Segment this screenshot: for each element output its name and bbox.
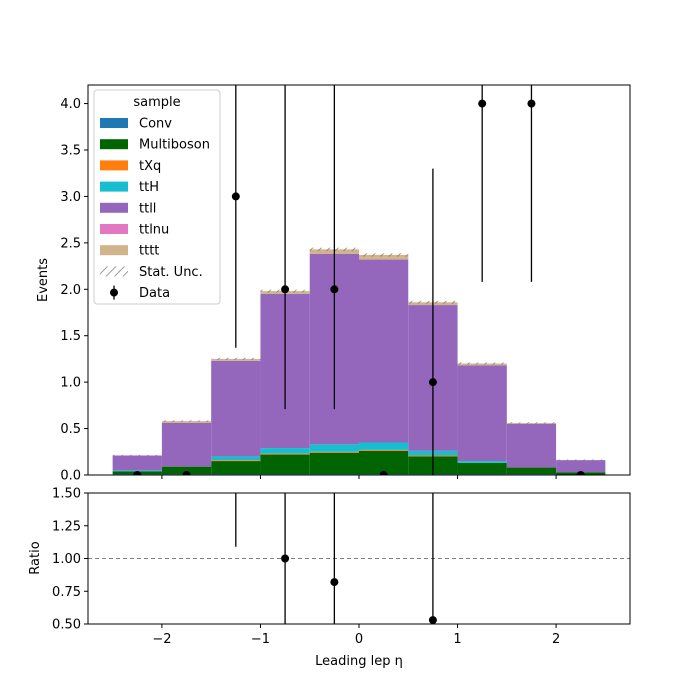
bar-ttll-bin-7 bbox=[457, 365, 507, 462]
data-point-8 bbox=[527, 99, 536, 108]
main-y-tick-label-6: 3.0 bbox=[60, 190, 81, 205]
main-x-axis-ticks bbox=[161, 475, 557, 479]
ratio-x-tick-label-0: −2 bbox=[152, 632, 171, 647]
ratio-points bbox=[235, 493, 437, 624]
ratio-point-6 bbox=[428, 616, 437, 624]
stat-unc-bin-8 bbox=[506, 422, 557, 424]
data-point-0 bbox=[133, 471, 142, 475]
legend-swatch-tth bbox=[100, 181, 128, 192]
bar-multiboson-bin-2 bbox=[211, 461, 261, 475]
legend-label-txq: tXq bbox=[139, 159, 161, 174]
legend-entries: Conv Multiboson tXq ttH ttll ttlnu tttt Stat. U… bbox=[100, 117, 210, 301]
bar-txq-bin-4 bbox=[309, 451, 359, 453]
legend-label-ttlnu: ttlnu bbox=[139, 223, 169, 238]
bar-ttll-bin-5 bbox=[359, 259, 409, 443]
legend-swatch-tttt bbox=[100, 245, 128, 256]
main-y-tick-label-1: 0.5 bbox=[60, 422, 81, 437]
ratio-y-tick-label-0: 0.50 bbox=[52, 618, 81, 633]
bar-multiboson-bin-8 bbox=[506, 467, 557, 475]
bar-txq-bin-3 bbox=[260, 453, 310, 455]
legend-swatch-multiboson bbox=[100, 139, 128, 150]
ratio-x-tick-label-3: 1 bbox=[453, 632, 461, 647]
data-point-1 bbox=[182, 471, 191, 475]
legend-label-multiboson: Multiboson bbox=[139, 138, 210, 153]
main-plot-panel: 0.0 0.5 1.0 1.5 2.0 2.5 3.0 3.5 4.0 Events sampl… bbox=[36, 84, 631, 484]
legend-title: sample bbox=[133, 95, 180, 110]
bar-multiboson-bin-7 bbox=[457, 462, 507, 475]
bar-tth-bin-2 bbox=[211, 456, 261, 461]
main-y-tick-label-0: 0.0 bbox=[60, 469, 81, 484]
main-y-tick-label-7: 3.5 bbox=[60, 144, 81, 159]
legend-label-stat-unc-: Stat. Unc. bbox=[139, 265, 203, 280]
legend-label-ttll: ttll bbox=[139, 201, 156, 216]
bar-multiboson-bin-3 bbox=[260, 454, 310, 475]
x-axis-label: Leading lep η bbox=[315, 654, 403, 669]
data-points bbox=[133, 85, 585, 475]
data-point-9 bbox=[576, 471, 585, 475]
ratio-x-axis: −2 −1 0 1 2 bbox=[152, 624, 560, 647]
legend-label-tttt: tttt bbox=[139, 244, 159, 259]
main-y-tick-label-8: 4.0 bbox=[60, 97, 81, 112]
bar-tth-bin-7 bbox=[457, 461, 507, 463]
legend-label-tth: ttH bbox=[139, 180, 159, 195]
ratio-x-tick-label-2: 0 bbox=[355, 632, 363, 647]
legend-swatch-ttll bbox=[100, 202, 128, 213]
main-y-tick-label-3: 1.5 bbox=[60, 329, 81, 344]
data-point-2 bbox=[231, 192, 240, 201]
data-point-7 bbox=[478, 99, 487, 108]
ratio-point-4 bbox=[330, 578, 339, 587]
legend-swatch-stat-unc bbox=[100, 266, 128, 277]
bar-tth-bin-5 bbox=[359, 442, 409, 450]
bar-ttll-bin-9 bbox=[556, 460, 606, 473]
bar-ttll-bin-2 bbox=[211, 360, 261, 457]
bar-txq-bin-5 bbox=[359, 449, 409, 451]
data-point-6 bbox=[428, 378, 437, 387]
stat-unc-bin-1 bbox=[161, 420, 212, 422]
ratio-x-tick-label-4: 2 bbox=[552, 632, 560, 647]
bar-multiboson-bin-5 bbox=[359, 450, 409, 475]
main-y-axis-label: Events bbox=[36, 258, 51, 302]
data-point-5 bbox=[379, 471, 388, 475]
ratio-y-tick-label-2: 1.00 bbox=[52, 552, 81, 567]
ratio-y-tick-label-1: 0.75 bbox=[52, 585, 81, 600]
bar-tth-bin-4 bbox=[309, 444, 359, 452]
ratio-point-3 bbox=[281, 554, 290, 563]
bar-multiboson-bin-1 bbox=[161, 466, 212, 475]
stat-unc-bin-7 bbox=[457, 362, 507, 365]
bar-tttt-bin-1 bbox=[161, 421, 212, 423]
legend-swatch-ttlnu bbox=[100, 224, 128, 234]
data-point-3 bbox=[281, 285, 290, 294]
ratio-y-axis: 0.50 0.75 1.00 1.25 1.50 bbox=[52, 487, 88, 633]
bar-ttll-bin-8 bbox=[506, 423, 557, 468]
stat-unc-bin-0 bbox=[112, 454, 162, 457]
stat-unc-bin-2 bbox=[211, 357, 261, 361]
main-y-tick-label-5: 2.5 bbox=[60, 236, 81, 251]
bar-multiboson-bin-4 bbox=[309, 452, 359, 475]
stat-unc-bin-5 bbox=[359, 253, 409, 257]
data-point-4 bbox=[330, 285, 339, 294]
bar-tth-bin-3 bbox=[260, 448, 310, 454]
legend-swatch-data bbox=[110, 288, 118, 297]
bar-tttt-bin-5 bbox=[359, 254, 409, 260]
ratio-y-tick-label-3: 1.25 bbox=[52, 519, 81, 534]
main-y-tick-label-4: 2.0 bbox=[60, 283, 81, 298]
bar-tth-bin-0 bbox=[112, 470, 162, 472]
legend-swatch-txq bbox=[100, 160, 128, 171]
ratio-y-tick-label-4: 1.50 bbox=[52, 487, 81, 502]
legend-label-data: Data bbox=[139, 286, 170, 301]
legend-swatch-conv bbox=[100, 118, 128, 128]
ratio-y-axis-label: Ratio bbox=[28, 541, 43, 574]
bar-txq-bin-2 bbox=[211, 460, 261, 462]
ratio-plot-background bbox=[88, 493, 630, 624]
ratio-x-tick-label-1: −1 bbox=[251, 632, 270, 647]
main-y-tick-label-2: 1.0 bbox=[60, 376, 81, 391]
bar-ttll-bin-0 bbox=[112, 455, 162, 471]
bar-ttll-bin-1 bbox=[161, 423, 212, 467]
ratio-plot-panel: 0.50 0.75 1.00 1.25 1.50 −2 −1 0 1 2 Ratio Leadi… bbox=[28, 487, 631, 669]
legend-label-conv: Conv bbox=[139, 117, 172, 132]
legend: sample Conv Multiboson tXq ttH ttll ttlnu tttt… bbox=[93, 89, 221, 305]
stat-unc-bin-9 bbox=[556, 459, 606, 461]
main-y-axis: 0.0 0.5 1.0 1.5 2.0 2.5 3.0 3.5 4.0 bbox=[60, 97, 88, 484]
